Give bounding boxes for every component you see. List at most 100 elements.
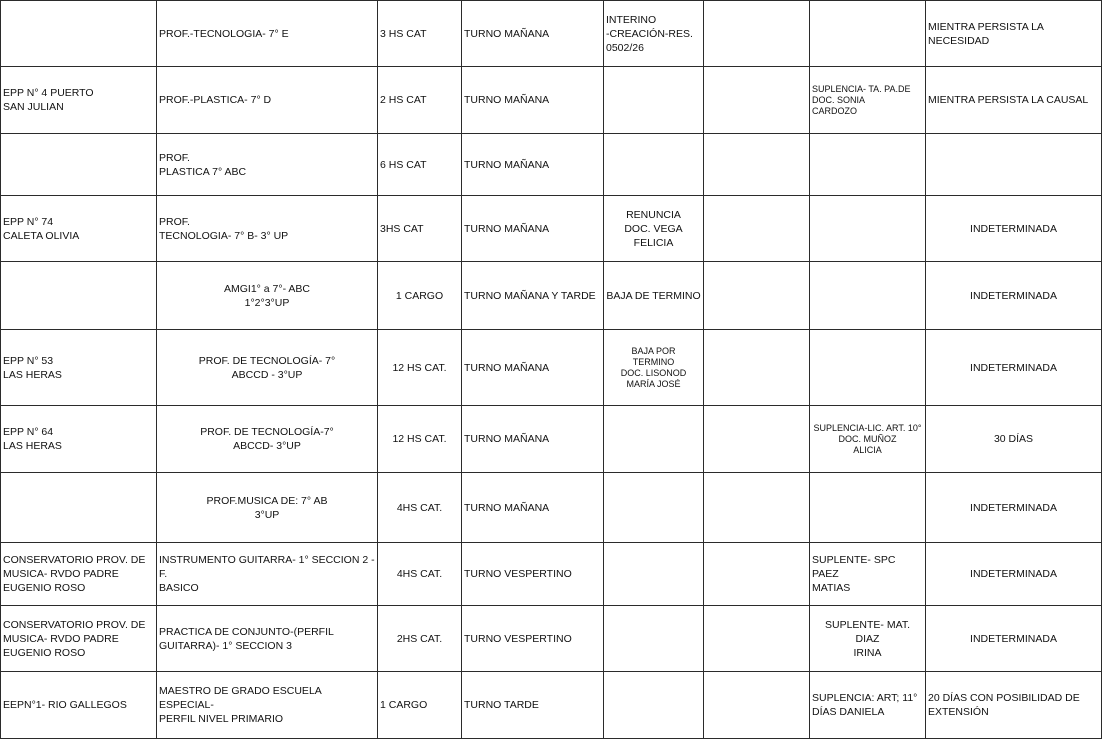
cell-substitute: [809, 472, 926, 543]
cell-reason: RENUNCIA DOC. VEGA FELICIA: [603, 195, 704, 262]
cell-reason: [603, 605, 704, 672]
cell-hours: 12 HS CAT.: [377, 329, 462, 406]
cell-extra: [703, 261, 810, 330]
cell-position: PROF. DE TECNOLOGÍA-7° ABCCD- 3°UP: [156, 405, 378, 473]
cell-substitute: SUPLENTE- MAT. DIAZ IRINA: [809, 605, 926, 672]
cell-substitute: SUPLENCIA: ART; 11° DÍAS DANIELA: [809, 671, 926, 739]
cell-duration: INDETERMINADA: [925, 472, 1102, 543]
cell-shift: TURNO MAÑANA: [461, 195, 604, 262]
table-row: EPP N° 74 CALETA OLIVIA PROF. TECNOLOGIA-…: [0, 195, 1102, 262]
cell-school: [0, 0, 157, 67]
cell-school: EPP N° 74 CALETA OLIVIA: [0, 195, 157, 262]
cell-hours: 3 HS CAT: [377, 0, 462, 67]
cell-school: EPP N° 64 LAS HERAS: [0, 405, 157, 473]
cell-extra: [703, 195, 810, 262]
cell-position: PROF.-PLASTICA- 7° D: [156, 66, 378, 134]
table-row: PROF.MUSICA DE: 7° AB 3°UP 4HS CAT. TURNO …: [0, 472, 1102, 543]
cell-substitute: SUPLENTE- SPC PAEZ MATIAS: [809, 542, 926, 606]
cell-substitute: [809, 195, 926, 262]
cell-extra: [703, 472, 810, 543]
table-row: CONSERVATORIO PROV. DE MUSICA- RVDO PADR…: [0, 605, 1102, 672]
cell-position: MAESTRO DE GRADO ESCUELA ESPECIAL- PERFI…: [156, 671, 378, 739]
cell-school: EPP N° 53 LAS HERAS: [0, 329, 157, 406]
cell-position: PROF.-TECNOLOGIA- 7° E: [156, 0, 378, 67]
table-row: EEPN°1- RIO GALLEGOS MAESTRO DE GRADO ESC…: [0, 671, 1102, 739]
cell-school: CONSERVATORIO PROV. DE MUSICA- RVDO PADR…: [0, 605, 157, 672]
cell-position: PROF. PLASTICA 7° ABC: [156, 133, 378, 196]
cell-reason: [603, 66, 704, 134]
cell-hours: 4HS CAT.: [377, 472, 462, 543]
cell-reason: BAJA DE TERMINO: [603, 261, 704, 330]
table-row: EPP N° 4 PUERTO SAN JULIAN PROF.-PLASTICA…: [0, 66, 1102, 134]
cell-school: [0, 133, 157, 196]
cell-shift: TURNO MAÑANA: [461, 66, 604, 134]
cell-school: [0, 472, 157, 543]
cell-extra: [703, 671, 810, 739]
cell-extra: [703, 405, 810, 473]
cell-extra: [703, 329, 810, 406]
cell-school: CONSERVATORIO PROV. DE MUSICA- RVDO PADR…: [0, 542, 157, 606]
cell-reason: [603, 472, 704, 543]
cell-shift: TURNO MAÑANA: [461, 472, 604, 543]
cell-reason: [603, 542, 704, 606]
cell-shift: TURNO VESPERTINO: [461, 605, 604, 672]
cell-shift: TURNO MAÑANA: [461, 405, 604, 473]
cell-hours: 3HS CAT: [377, 195, 462, 262]
cell-reason: INTERINO -CREACIÓN-RES. 0502/26: [603, 0, 704, 67]
cell-duration: 20 DÍAS CON POSIBILIDAD DE EXTENSIÓN: [925, 671, 1102, 739]
cell-hours: 1 CARGO: [377, 671, 462, 739]
cell-duration: INDETERMINADA: [925, 261, 1102, 330]
cell-position: AMGI1° a 7°- ABC 1°2°3°UP: [156, 261, 378, 330]
cell-duration: INDETERMINADA: [925, 605, 1102, 672]
cell-substitute: [809, 0, 926, 67]
table-row: AMGI1° a 7°- ABC 1°2°3°UP 1 CARGO TURNO MA…: [0, 261, 1102, 330]
cell-extra: [703, 542, 810, 606]
cell-substitute: [809, 133, 926, 196]
cell-extra: [703, 0, 810, 67]
cell-reason: [603, 671, 704, 739]
cell-duration: INDETERMINADA: [925, 542, 1102, 606]
cell-shift: TURNO MAÑANA Y TARDE: [461, 261, 604, 330]
cell-shift: TURNO TARDE: [461, 671, 604, 739]
table-row: EPP N° 64 LAS HERAS PROF. DE TECNOLOGÍA-7…: [0, 405, 1102, 473]
cell-hours: 12 HS CAT.: [377, 405, 462, 473]
cell-substitute: SUPLENCIA- TA. PA.DE DOC. SONIA CARDOZO: [809, 66, 926, 134]
table-row: PROF. PLASTICA 7° ABC 6 HS CAT TURNO MAÑAN…: [0, 133, 1102, 196]
cell-shift: TURNO VESPERTINO: [461, 542, 604, 606]
cell-hours: 6 HS CAT: [377, 133, 462, 196]
cell-duration: MIENTRA PERSISTA LA NECESIDAD: [925, 0, 1102, 67]
cell-duration: 30 DÍAS: [925, 405, 1102, 473]
cell-position: PROF. TECNOLOGIA- 7° B- 3° UP: [156, 195, 378, 262]
cell-reason: [603, 405, 704, 473]
cell-position: INSTRUMENTO GUITARRA- 1° SECCION 2 - F. …: [156, 542, 378, 606]
cell-hours: 1 CARGO: [377, 261, 462, 330]
cell-hours: 2HS CAT.: [377, 605, 462, 672]
cell-reason: [603, 133, 704, 196]
cell-substitute: [809, 261, 926, 330]
cell-duration: MIENTRA PERSISTA LA CAUSAL: [925, 66, 1102, 134]
cell-reason: BAJA POR TERMINO DOC. LISONOD MARÍA JOSÉ: [603, 329, 704, 406]
cell-substitute: [809, 329, 926, 406]
cell-school: EPP N° 4 PUERTO SAN JULIAN: [0, 66, 157, 134]
cell-hours: 4HS CAT.: [377, 542, 462, 606]
cell-hours: 2 HS CAT: [377, 66, 462, 134]
cell-substitute: SUPLENCIA-LIC. ART. 10° DOC. MUÑOZ ALICI…: [809, 405, 926, 473]
cell-duration: INDETERMINADA: [925, 195, 1102, 262]
cell-position: PRACTICA DE CONJUNTO-(PERFIL GUITARRA)- …: [156, 605, 378, 672]
cell-school: EEPN°1- RIO GALLEGOS: [0, 671, 157, 739]
cell-extra: [703, 605, 810, 672]
cell-shift: TURNO MAÑANA: [461, 133, 604, 196]
cell-shift: TURNO MAÑANA: [461, 0, 604, 67]
cell-position: PROF.MUSICA DE: 7° AB 3°UP: [156, 472, 378, 543]
cell-school: [0, 261, 157, 330]
cell-shift: TURNO MAÑANA: [461, 329, 604, 406]
cell-duration: INDETERMINADA: [925, 329, 1102, 406]
table-row: EPP N° 53 LAS HERAS PROF. DE TECNOLOGÍA- …: [0, 329, 1102, 406]
table-row: CONSERVATORIO PROV. DE MUSICA- RVDO PADR…: [0, 542, 1102, 606]
cell-position: PROF. DE TECNOLOGÍA- 7° ABCCD - 3°UP: [156, 329, 378, 406]
cell-duration: [925, 133, 1102, 196]
cell-extra: [703, 66, 810, 134]
